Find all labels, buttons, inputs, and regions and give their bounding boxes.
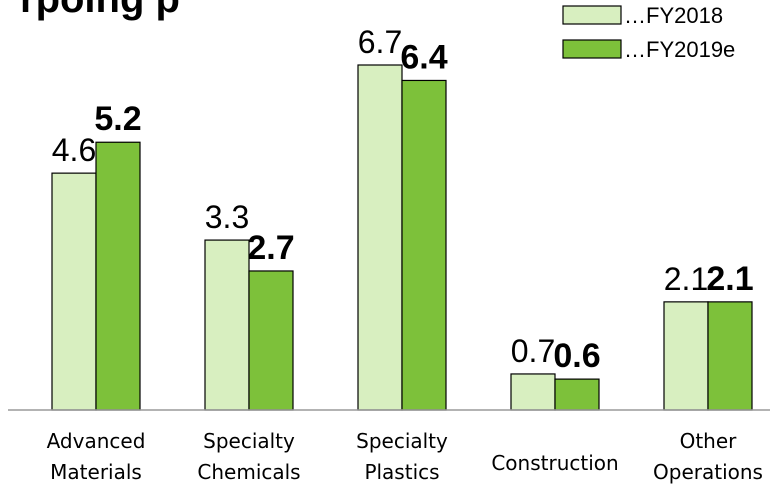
category-label-4-line-0: Other — [680, 429, 738, 453]
legend: …FY2018 …FY2019e — [562, 3, 735, 62]
legend-label-fy2019e: …FY2019e — [624, 37, 735, 62]
bar-fy2018-1 — [204, 239, 250, 411]
category-label-1-line-1: Chemicals — [197, 460, 300, 484]
bar-fy2019e-3 — [554, 378, 600, 411]
bars-group — [51, 64, 753, 411]
bar-fy2018-3 — [510, 373, 556, 411]
category-label-0-line-1: Materials — [50, 460, 142, 484]
value-label-fy2019e-0: 5.2 — [94, 100, 141, 138]
value-label-fy2019e-1: 2.7 — [247, 229, 294, 267]
category-label-2-line-0: Specialty — [356, 429, 448, 453]
category-label-0-line-0: Advanced — [47, 429, 146, 453]
value-label-fy2019e-2: 6.4 — [400, 38, 447, 76]
category-label-1-line-0: Specialty — [203, 429, 295, 453]
bar-fy2019e-4 — [707, 301, 753, 411]
bar-fy2019e-1 — [248, 270, 294, 411]
category-labels-group: Advanced Materials Specialty Chemicals Speci… — [47, 429, 763, 484]
bar-fy2018-0 — [51, 172, 97, 411]
category-label-2-line-1: Plastics — [364, 460, 439, 484]
value-label-fy2018-4: 2.1 — [664, 261, 708, 297]
value-label-fy2019e-4: 2.1 — [706, 260, 753, 298]
bar-fy2018-4 — [663, 301, 709, 411]
value-label-fy2018-0: 4.6 — [52, 132, 96, 168]
value-label-fy2018-1: 3.3 — [205, 199, 249, 235]
bar-fy2018-2 — [357, 64, 403, 411]
value-label-fy2018-3: 0.7 — [511, 333, 555, 369]
chart-title-fragment: rpoing p — [20, 0, 180, 21]
legend-swatch-fy2018 — [562, 5, 622, 25]
value-label-fy2019e-3: 0.6 — [553, 337, 600, 375]
bar-fy2019e-0 — [95, 141, 141, 411]
legend-label-fy2018: …FY2018 — [624, 3, 723, 28]
legend-swatch-fy2019e — [562, 39, 622, 59]
bar-fy2019e-2 — [401, 79, 447, 411]
value-labels-group: 4.65.2 3.32.7 6.76.4 0.70.6 2.12.1 — [52, 24, 754, 375]
category-label-4-line-1: Operations — [653, 460, 763, 484]
category-label-3-line-0: Construction — [491, 451, 618, 475]
value-label-fy2018-2: 6.7 — [358, 24, 402, 60]
